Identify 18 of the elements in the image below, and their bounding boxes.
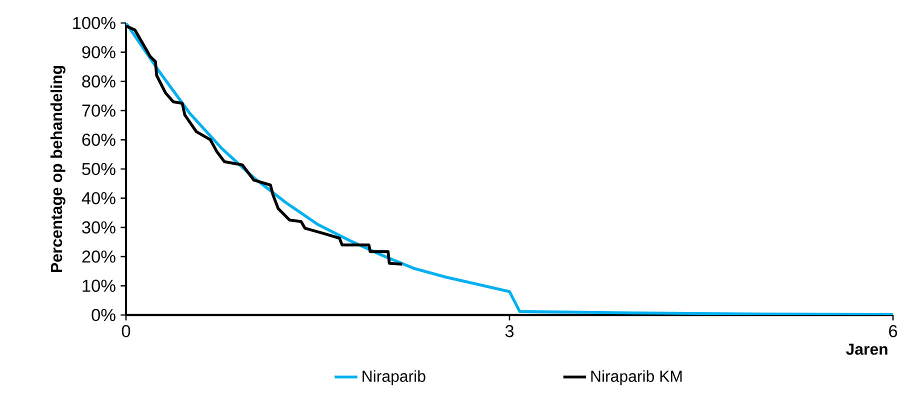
y-tick-label: 70% xyxy=(82,104,116,117)
x-tick-label: 6 xyxy=(889,325,898,338)
y-tick-label: 0% xyxy=(92,308,116,322)
y-tick-label: 90% xyxy=(82,46,116,58)
y-axis-title: Percentage op behandeling xyxy=(50,66,66,272)
legend-label: Niraparib xyxy=(362,370,426,386)
y-tick-label: 10% xyxy=(82,280,116,292)
x-tick-label: 3 xyxy=(505,325,514,338)
y-tick-label: 20% xyxy=(82,250,116,263)
legend-label: Niraparib KM xyxy=(591,370,682,386)
x-axis-title: Jaren xyxy=(846,344,888,355)
y-tick-label: 40% xyxy=(82,192,116,204)
y-tick-label: 30% xyxy=(82,221,116,234)
y-tick-label: 80% xyxy=(82,75,116,88)
y-tick-label: 100% xyxy=(73,16,116,30)
y-tick-label: 60% xyxy=(82,134,116,146)
y-tick-label: 50% xyxy=(82,162,116,176)
x-tick-label: 0 xyxy=(122,325,130,338)
